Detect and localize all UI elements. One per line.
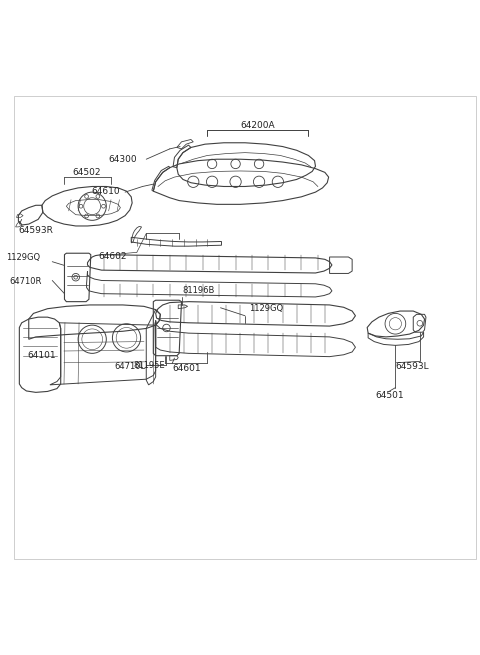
Text: 64602: 64602 bbox=[98, 252, 127, 261]
Text: 64593R: 64593R bbox=[18, 227, 53, 235]
Text: 64593L: 64593L bbox=[396, 362, 429, 371]
Text: 64710L: 64710L bbox=[114, 362, 145, 371]
Text: 64501: 64501 bbox=[375, 391, 404, 400]
Text: 64601: 64601 bbox=[172, 364, 201, 373]
Text: 64200A: 64200A bbox=[240, 121, 275, 130]
Text: 81195E: 81195E bbox=[133, 361, 165, 369]
Text: 1129GQ: 1129GQ bbox=[249, 305, 283, 313]
Text: 64610: 64610 bbox=[91, 187, 120, 196]
Text: 64502: 64502 bbox=[72, 168, 101, 177]
Text: 1129GQ: 1129GQ bbox=[6, 253, 40, 263]
Text: 64300: 64300 bbox=[108, 155, 137, 164]
Text: 64710R: 64710R bbox=[10, 277, 42, 286]
Text: 81196B: 81196B bbox=[182, 286, 215, 295]
Text: 64101: 64101 bbox=[28, 351, 57, 360]
